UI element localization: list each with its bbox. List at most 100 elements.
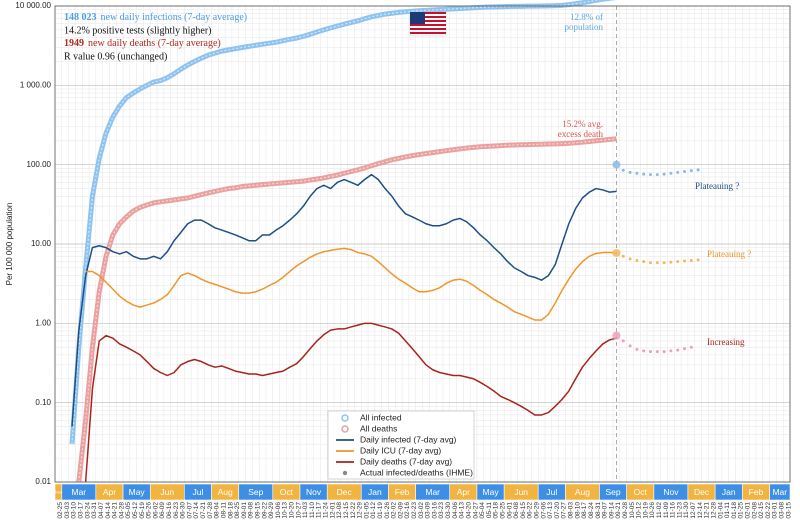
x-tick-label: 08-17 xyxy=(581,502,588,519)
x-tick-label: 05-26 xyxy=(146,502,153,519)
forecast-point xyxy=(676,260,680,264)
month-label: Aug xyxy=(575,487,590,497)
x-tick-label: 04-27 xyxy=(472,502,479,519)
forecast-point xyxy=(662,172,666,176)
legend-marker xyxy=(341,425,349,433)
forecast-point xyxy=(669,260,673,264)
month-label: Oct xyxy=(280,487,294,497)
x-tick-label: 06-29 xyxy=(534,502,541,519)
month-label: Oct xyxy=(634,487,648,497)
x-tick-label: 04-20 xyxy=(465,502,472,519)
x-tick-label: 02-16 xyxy=(404,502,411,519)
y-tick-label: 10.00 xyxy=(31,239,52,248)
x-tick-label: 03-30 xyxy=(445,502,452,519)
x-tick-label: 12-08 xyxy=(336,502,343,519)
x-tick-label: 07-06 xyxy=(540,502,547,519)
x-tick-label: 11-03 xyxy=(302,502,309,519)
x-tick-label: 11-16 xyxy=(670,502,677,519)
x-tick-label: 01-26 xyxy=(384,502,391,519)
x-tick-label: 07-07 xyxy=(186,502,193,519)
month-label: Feb xyxy=(55,490,63,495)
x-tick-label: 01-04 xyxy=(717,502,724,519)
annotation: Plateauing ? xyxy=(707,249,751,259)
forecast-point xyxy=(635,347,639,351)
x-tick-label: 01-05 xyxy=(363,502,370,519)
month-label: Sep xyxy=(605,487,620,497)
x-tick-label: 02-22 xyxy=(765,502,772,519)
y-tick-label: 1.00 xyxy=(35,318,51,327)
summary-line: 148 023 new daily infections (7-day avera… xyxy=(64,12,247,23)
forecast-point xyxy=(621,254,625,258)
month-label: Jan xyxy=(368,487,382,497)
summary-number: 1949 xyxy=(64,38,84,49)
month-band xyxy=(769,483,791,501)
x-tick-label: 08-04 xyxy=(214,502,221,519)
forecast-point xyxy=(648,261,652,265)
x-tick-label: 02-02 xyxy=(391,502,398,519)
x-tick-label: 02-25 xyxy=(57,502,64,519)
x-tick-label: 05-12 xyxy=(132,502,139,519)
forecast-point xyxy=(635,258,639,262)
forecast-point xyxy=(683,170,687,174)
x-tick-label: 10-12 xyxy=(636,502,643,519)
x-tick-label: 03-24 xyxy=(84,502,91,519)
forecast-point xyxy=(612,160,621,169)
forecast-point xyxy=(635,171,639,175)
legend-label: Daily infected (7-day avg) xyxy=(360,434,457,444)
forecast-point xyxy=(648,350,652,354)
x-tick-label: 03-23 xyxy=(438,502,445,519)
x-tick-label: 11-09 xyxy=(663,502,670,519)
x-tick-label: 10-06 xyxy=(275,502,282,519)
x-tick-label: 04-21 xyxy=(112,502,119,519)
x-tick-label: 03-17 xyxy=(78,502,85,519)
month-label: Apr xyxy=(103,487,116,497)
forecast-point xyxy=(655,261,659,265)
month-label: Nov xyxy=(663,487,679,497)
y-tick-label: 100.00 xyxy=(27,160,52,169)
forecast-point xyxy=(689,258,693,262)
forecast-point xyxy=(628,170,632,174)
x-tick-label: 05-04 xyxy=(479,502,486,519)
month-label: May xyxy=(129,487,146,497)
x-tick-label: 12-29 xyxy=(357,502,364,519)
forecast-point xyxy=(612,331,621,340)
x-tick-label: 11-17 xyxy=(316,502,323,519)
legend-label: Daily deaths (7-day avg) xyxy=(360,456,452,466)
forecast-point xyxy=(642,349,646,353)
month-label: Mar xyxy=(772,487,787,497)
x-tick-label: 12-01 xyxy=(329,502,336,519)
y-tick-label: 0.10 xyxy=(35,398,51,407)
summary: 148 023 new daily infections (7-day avera… xyxy=(64,12,247,62)
forecast-point xyxy=(642,172,646,176)
x-tick-label: 10-26 xyxy=(649,502,656,519)
legend-marker xyxy=(342,470,348,476)
x-tick-label: 01-11 xyxy=(724,502,731,519)
x-tick-label: 09-28 xyxy=(622,502,629,519)
x-tick-label: 02-08 xyxy=(751,502,758,519)
month-label: Aug xyxy=(218,487,233,497)
y-axis-label: Per 100 000 population xyxy=(5,203,14,286)
annotations: 12.8% of population 15.2% avg. excess deat… xyxy=(558,12,751,347)
annotation: 15.2% avg. excess death xyxy=(558,119,604,139)
x-tick-label: 06-09 xyxy=(159,502,166,519)
forecast-point xyxy=(669,171,673,175)
x-tick-label: 10-05 xyxy=(629,502,636,519)
month-label: Dec xyxy=(694,487,710,497)
x-tick-label: 09-22 xyxy=(261,502,268,519)
summary-line: 1949 new daily deaths (7-day average) xyxy=(64,38,221,49)
x-tick-label: 07-20 xyxy=(554,502,561,519)
x-tick-label: 06-23 xyxy=(173,502,180,519)
x-tick-label: 06-08 xyxy=(513,502,520,519)
month-label: Feb xyxy=(395,487,410,497)
legend-label: Daily ICU (7-day avg) xyxy=(360,445,441,455)
month-label: Feb xyxy=(749,487,764,497)
x-tick-label: 12-22 xyxy=(350,502,357,519)
x-tick-label: 05-11 xyxy=(486,502,493,519)
x-tick-label: 08-25 xyxy=(234,502,241,519)
forecast-point xyxy=(628,344,632,348)
forecast-point xyxy=(628,257,632,261)
forecast-point xyxy=(676,348,680,352)
legend-label: All deaths xyxy=(360,423,397,433)
month-label: Jan xyxy=(722,487,736,497)
x-tick-label: 03-31 xyxy=(91,502,98,519)
